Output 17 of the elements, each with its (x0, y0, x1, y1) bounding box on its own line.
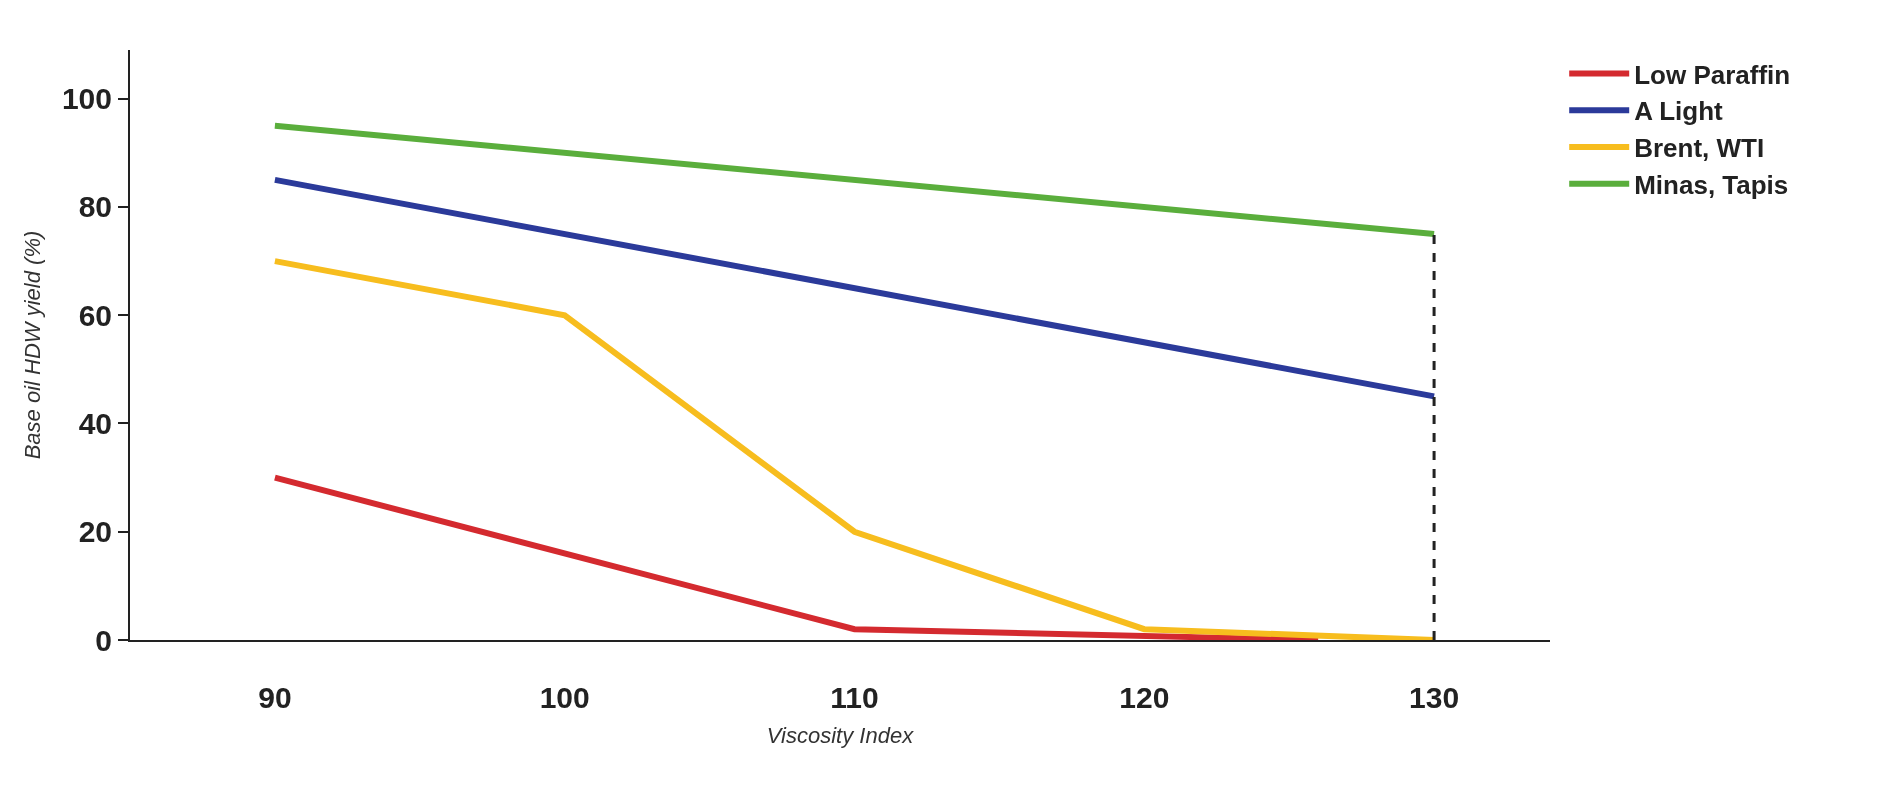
y-axis-title: Base oil HDW yield (%) (20, 230, 46, 460)
legend-label: Low Paraffin (1634, 59, 1791, 90)
y-tick-label: 20 (78, 515, 112, 549)
y-tick-label: 60 (78, 298, 112, 332)
y-tick-label: 100 (61, 82, 112, 116)
y-tick-label: 0 (95, 623, 112, 657)
x-tick-label: 120 (1119, 681, 1170, 714)
y-tick-label: 80 (78, 190, 112, 224)
legend-label: A Light (1634, 96, 1724, 127)
y-tick-label: 40 (78, 406, 112, 440)
x-tick-label: 100 (539, 681, 590, 714)
legend-label: Minas, Tapis (1634, 169, 1789, 200)
x-tick-label: 90 (258, 681, 292, 714)
x-tick-label: 110 (830, 681, 879, 714)
legend-label: Brent, WTI (1634, 133, 1765, 164)
x-tick-label: 130 (1409, 681, 1460, 714)
x-axis-title: Viscosity Index (766, 723, 915, 749)
